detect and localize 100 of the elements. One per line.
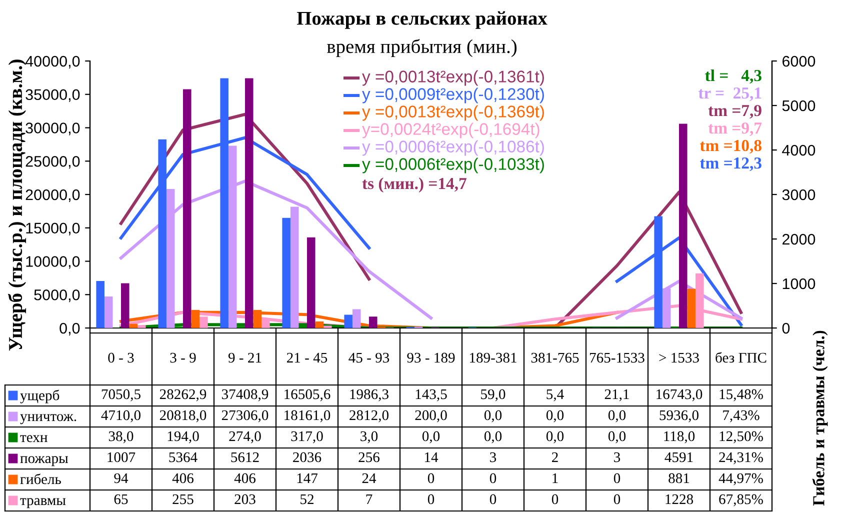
data-label: 881	[668, 473, 690, 484]
data-label: 18161,0	[284, 410, 330, 422]
y2-tick-label: 2000	[782, 234, 816, 245]
legend-label: y =0,0013t²exp(-0,1361t)	[362, 70, 544, 86]
x-tick-label: > 1533	[659, 352, 699, 363]
bar	[352, 309, 361, 328]
y2-tick-label: 0	[782, 322, 790, 334]
data-label: 21,1	[604, 389, 629, 402]
legend-label: y =0,0009t²exp(-0,1230t)	[362, 88, 544, 104]
data-label: 94	[114, 473, 128, 484]
bar	[315, 321, 324, 328]
y-tick-label: 35000,0	[26, 89, 80, 102]
x-tick-label: 9 - 21	[228, 352, 262, 363]
bar	[121, 283, 130, 328]
data-label: 0,0	[484, 431, 502, 444]
data-label: 118,0	[664, 431, 695, 444]
data-label: 274,0	[229, 431, 261, 444]
bar	[687, 288, 696, 328]
data-label: 203	[234, 494, 256, 504]
data-label: 24	[362, 473, 376, 484]
data-label: 1228	[666, 494, 694, 504]
bar	[245, 78, 254, 328]
bar	[369, 316, 378, 328]
x-tick-label: 0 - 3	[108, 352, 134, 363]
data-label: 147	[297, 473, 318, 484]
y2-tick-label: 1000	[782, 278, 816, 290]
legend-label: гибель	[20, 474, 61, 484]
data-label: 7	[366, 494, 372, 504]
data-label: 406	[172, 473, 194, 484]
data-label: 1	[552, 473, 558, 484]
data-label: 256	[358, 452, 380, 462]
legend-label: пожары	[20, 456, 68, 466]
data-label: 16505,6	[284, 389, 330, 402]
data-label: 37408,9	[222, 389, 268, 402]
data-label: 28262,9	[160, 389, 206, 402]
y2-tick-label: 4000	[782, 144, 816, 156]
legend-label: уничтож.	[20, 414, 76, 424]
text: 44,97%	[718, 473, 763, 486]
bar	[183, 89, 192, 328]
data-label: 200,0	[415, 410, 447, 422]
data-label: 16743,0	[656, 389, 702, 402]
data-label: 52	[300, 494, 314, 504]
data-label: 59,0	[481, 389, 506, 402]
x-tick-label: 765-1533	[590, 352, 644, 363]
data-label: 0	[552, 494, 558, 504]
legend-label: травмы	[20, 498, 66, 508]
y2-tick-label: 6000	[782, 56, 816, 67]
data-label: 5364	[169, 452, 198, 462]
data-label: 4591	[664, 452, 693, 462]
data-label: 0,0	[546, 410, 564, 422]
text: 24,31%	[719, 452, 763, 464]
annotation: tm =12,3	[700, 157, 762, 172]
y-tick-label: 30000,0	[26, 122, 80, 136]
chart-title: Пожары в сельских районах	[296, 11, 548, 29]
chart-subtitle: время прибытия (мин.)	[326, 38, 517, 58]
legend-label: ущерб	[20, 390, 60, 404]
bar	[679, 124, 688, 328]
data-label: 20818,0	[160, 410, 206, 422]
y-tick-label: 0,0	[60, 322, 80, 336]
y-tick-label: 15000,0	[26, 222, 80, 236]
data-label: 3	[490, 452, 496, 462]
x-tick-label: 45 - 93	[348, 352, 390, 363]
legend-label: y =0,0006t²exp(-0,1033t)	[362, 158, 544, 174]
data-label: 0,0	[546, 431, 564, 444]
x-tick-label: 381-765	[531, 352, 579, 363]
data-label: 38,0	[108, 431, 134, 444]
x-tick-label: 93 - 189	[407, 352, 455, 363]
x-tick-label: 3 - 9	[170, 352, 196, 363]
data-label: 0	[428, 494, 434, 504]
data-label: 4710,0	[101, 410, 140, 422]
annotation: ts (мин.) =14,7	[362, 177, 466, 193]
x-tick-label: 189-381	[470, 352, 516, 363]
bar	[129, 324, 138, 328]
data-label: 27306,0	[222, 410, 268, 422]
legend-label: техн	[20, 435, 48, 442]
y2-axis-title: Гибель и травмы (чел.)	[812, 330, 828, 506]
data-label: 5612	[231, 452, 259, 462]
data-label: 1986,3	[350, 389, 388, 402]
data-label: 7050,5	[102, 389, 140, 402]
data-label: 143,5	[416, 389, 447, 402]
y-tick-label: 25000,0	[26, 156, 80, 169]
annotation: tr = 25,1	[698, 87, 762, 102]
bar	[307, 237, 316, 328]
annotation: tm =9,7	[708, 122, 762, 136]
y-tick-label: 5000,0	[34, 289, 80, 302]
data-label: 0,0	[608, 410, 626, 422]
legend-label: y =0,0013t²exp(-0,1369t)	[362, 105, 544, 121]
data-label: 5936,0	[660, 410, 698, 422]
data-label: 406	[234, 473, 256, 484]
data-label: 2	[552, 452, 558, 462]
data-label: 0,0	[484, 410, 502, 422]
annotation: tm =10,8	[700, 140, 762, 154]
data-label: 3	[614, 452, 620, 462]
legend-label: y=0,0024t²exp(-0,1694t)	[362, 122, 540, 138]
bar	[104, 296, 113, 328]
bar	[344, 314, 352, 328]
data-label: 1007	[108, 452, 136, 462]
y-tick-label: 20000,0	[26, 189, 80, 202]
data-label: 14	[424, 452, 438, 462]
data-label: 0	[614, 473, 620, 484]
